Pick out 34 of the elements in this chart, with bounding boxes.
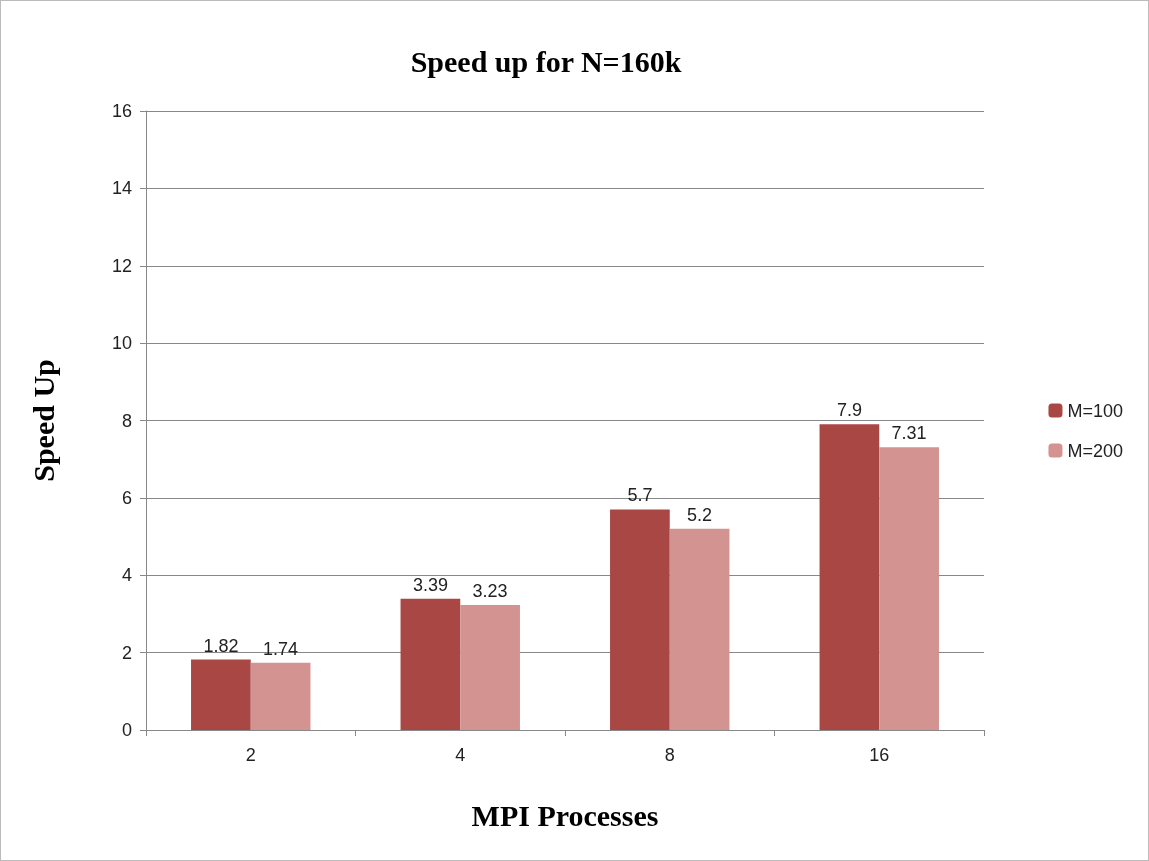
x-tick-label: 8 (664, 745, 675, 765)
data-label: 7.31 (891, 423, 927, 444)
bar (819, 424, 880, 730)
x-tick-label: 16 (869, 745, 890, 765)
x-axis-title: MPI Processes (471, 798, 659, 832)
y-tick-label: 0 (121, 720, 132, 740)
y-tick-label: 12 (111, 255, 132, 276)
y-tick-label: 4 (121, 565, 132, 586)
legend-label: M=100 (1067, 400, 1124, 421)
y-tick-label: 2 (121, 642, 132, 663)
bar (460, 605, 520, 730)
data-label: 5.2 (687, 504, 713, 525)
x-tick-label: 2 (245, 745, 256, 765)
y-axis-title: Speed Up (26, 359, 60, 482)
legend-label: M=200 (1067, 440, 1124, 461)
y-tick-label: 14 (111, 178, 132, 199)
y-tick-label: 16 (111, 101, 132, 121)
data-label: 1.82 (203, 635, 239, 656)
chart-title: Speed up for N=160k (410, 44, 682, 78)
x-tick-label: 4 (455, 745, 466, 765)
bar (610, 509, 670, 730)
y-tick-label: 6 (121, 487, 132, 508)
data-label: 5.7 (627, 485, 653, 506)
y-tick-label: 8 (121, 410, 132, 431)
data-label: 3.39 (412, 574, 448, 595)
bar (250, 662, 311, 730)
data-label: 1.74 (263, 638, 299, 659)
bar (400, 598, 461, 730)
bar (669, 528, 730, 730)
bar (879, 447, 939, 730)
bar (191, 659, 251, 730)
data-label: 7.9 (836, 400, 862, 421)
y-tick-label: 10 (111, 333, 132, 354)
data-label: 3.23 (472, 581, 508, 602)
